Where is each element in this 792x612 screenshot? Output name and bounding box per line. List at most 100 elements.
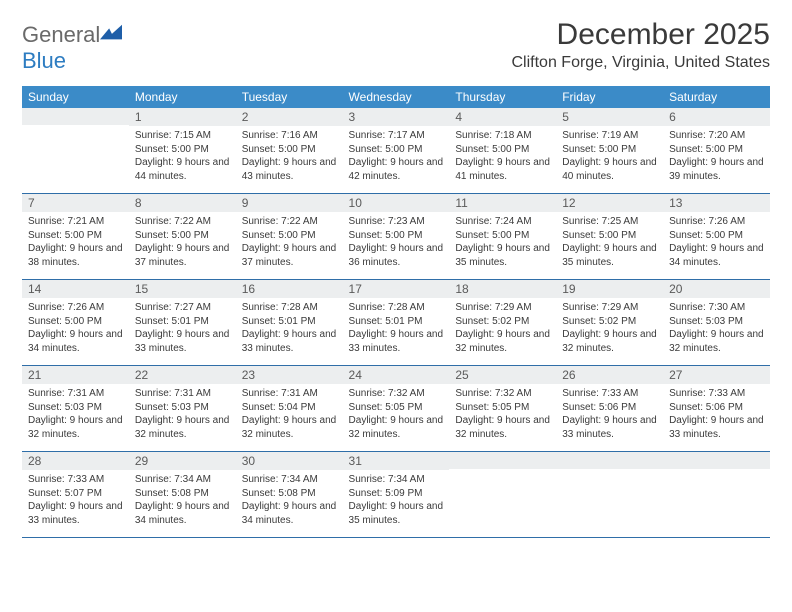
sunrise-line: Sunrise: 7:19 AM [562, 130, 638, 141]
day-number: 24 [343, 366, 450, 384]
day-body: Sunrise: 7:31 AMSunset: 5:03 PMDaylight:… [22, 384, 129, 451]
sunset-line: Sunset: 5:09 PM [349, 488, 423, 499]
sunrise-line: Sunrise: 7:22 AM [135, 216, 211, 227]
calendar-cell: 5Sunrise: 7:19 AMSunset: 5:00 PMDaylight… [556, 108, 663, 194]
day-number: 26 [556, 366, 663, 384]
calendar-cell [449, 452, 556, 538]
day-body: Sunrise: 7:32 AM Sunset: 5:05 PM Daylight:… [449, 384, 556, 451]
sunset-line: Sunset: 5:03 PM [28, 402, 102, 413]
day-body: Sunrise: 7:26 AMSunset: 5:00 PMDaylight:… [663, 212, 770, 279]
calendar-cell: 24Sunrise: 7:32 AMSunset: 5:05 PMDayligh… [343, 366, 450, 452]
weekday-header: Saturday [663, 86, 770, 108]
calendar-head: SundayMondayTuesdayWednesdayThursdayFrid… [22, 86, 770, 108]
day-body: Sunrise: 7:27 AMSunset: 5:01 PMDaylight:… [129, 298, 236, 365]
sunset-line: Sunset: 5:00 PM [135, 144, 209, 155]
sunrise-line: Sunrise: 7:34 AM [135, 474, 211, 485]
sunset-line: Sunset: 5:00 PM [562, 144, 636, 155]
day-number: 12 [556, 194, 663, 212]
day-body: Sunrise: 7:33 AMSunset: 5:06 PMDaylight:… [663, 384, 770, 451]
sunrise-line: Sunrise: 7:34 AM [349, 474, 425, 485]
calendar-cell: 19Sunrise: 7:29 AMSunset: 5:02 PMDayligh… [556, 280, 663, 366]
header: General Blue December 2025 Clifton Forge… [22, 18, 770, 74]
daylight-line: Daylight: 9 hours and 32 minutes. [349, 415, 444, 440]
daylight-line: Daylight: 9 hours and 33 minutes. [242, 329, 337, 354]
day-body: Sunrise: 7:34 AMSunset: 5:08 PMDaylight:… [236, 470, 343, 537]
daylight-line: Daylight: 9 hours and 43 minutes. [242, 157, 337, 182]
day-body: Sunrise: 7:29 AMSunset: 5:02 PMDaylight:… [556, 298, 663, 365]
day-number: 7 [22, 194, 129, 212]
sunrise-line: Sunrise: 7:15 AM [135, 130, 211, 141]
day-number: 15 [129, 280, 236, 298]
day-number: 29 [129, 452, 236, 470]
sunset-line: Sunset: 5:00 PM [669, 144, 743, 155]
calendar-cell: 7Sunrise: 7:21 AMSunset: 5:00 PMDaylight… [22, 194, 129, 280]
sunset-line: Sunset: 5:00 PM [455, 144, 529, 155]
sunrise-line: Sunrise: 7:31 AM [242, 388, 318, 399]
day-body: Sunrise: 7:22 AMSunset: 5:00 PMDaylight:… [129, 212, 236, 279]
sunrise-line: Sunrise: 7:26 AM [669, 216, 745, 227]
day-body: Sunrise: 7:30 AMSunset: 5:03 PMDaylight:… [663, 298, 770, 365]
daylight-line: Daylight: 9 hours and 32 minutes. [135, 415, 230, 440]
calendar-cell: 11Sunrise: 7:24 AMSunset: 5:00 PMDayligh… [449, 194, 556, 280]
sunrise-line: Sunrise: 7:30 AM [669, 302, 745, 313]
sunrise-line: Sunrise: 7:32 AM [349, 388, 425, 399]
sunrise-line: Sunrise: 7:18 AM [455, 130, 531, 141]
day-body: Sunrise: 7:24 AMSunset: 5:00 PMDaylight:… [449, 212, 556, 279]
day-body: Sunrise: 7:15 AMSunset: 5:00 PMDaylight:… [129, 126, 236, 193]
sunset-line: Sunset: 5:00 PM [349, 144, 423, 155]
weekday-header: Monday [129, 86, 236, 108]
day-number: 13 [663, 194, 770, 212]
calendar-cell: 17Sunrise: 7:28 AMSunset: 5:01 PMDayligh… [343, 280, 450, 366]
day-number: 31 [343, 452, 450, 470]
day-body [22, 125, 129, 187]
sunrise-line: Sunrise: 7:25 AM [562, 216, 638, 227]
daylight-line: Daylight: 9 hours and 33 minutes. [349, 329, 444, 354]
calendar-row: 1Sunrise: 7:15 AMSunset: 5:00 PMDaylight… [22, 108, 770, 194]
calendar-cell: 23Sunrise: 7:31 AMSunset: 5:04 PMDayligh… [236, 366, 343, 452]
sunset-line: Sunset: 5:06 PM [562, 402, 636, 413]
logo-mark-icon [100, 24, 122, 42]
day-number: 5 [556, 108, 663, 126]
sunrise-line: Sunrise: 7:24 AM [455, 216, 531, 227]
day-body: Sunrise: 7:28 AMSunset: 5:01 PMDaylight:… [236, 298, 343, 365]
logo: General Blue [22, 18, 122, 74]
daylight-line: Daylight: 9 hours and 32 minutes. [28, 415, 123, 440]
calendar-cell [663, 452, 770, 538]
calendar-cell: 26Sunrise: 7:33 AMSunset: 5:06 PMDayligh… [556, 366, 663, 452]
daylight-line: Daylight: 9 hours and 32 minutes. [669, 329, 764, 354]
sunset-line: Sunset: 5:03 PM [135, 402, 209, 413]
day-number: 9 [236, 194, 343, 212]
calendar-cell: 15Sunrise: 7:27 AMSunset: 5:01 PMDayligh… [129, 280, 236, 366]
day-number: 14 [22, 280, 129, 298]
calendar-cell: 12Sunrise: 7:25 AMSunset: 5:00 PMDayligh… [556, 194, 663, 280]
day-number [449, 452, 556, 469]
sunrise-line: Sunrise: 7:33 AM [562, 388, 638, 399]
daylight-line: Daylight: 9 hours and 35 minutes. [562, 243, 657, 268]
calendar-cell [556, 452, 663, 538]
sunset-line: Sunset: 5:05 PM [455, 402, 529, 413]
day-body: Sunrise: 7:33 AMSunset: 5:06 PMDaylight:… [556, 384, 663, 451]
daylight-line: Daylight: 9 hours and 37 minutes. [242, 243, 337, 268]
day-body: Sunrise: 7:21 AMSunset: 5:00 PMDaylight:… [22, 212, 129, 279]
sunrise-line: Sunrise: 7:23 AM [349, 216, 425, 227]
sunrise-line: Sunrise: 7:27 AM [135, 302, 211, 313]
day-number: 2 [236, 108, 343, 126]
weekday-header: Tuesday [236, 86, 343, 108]
day-number: 19 [556, 280, 663, 298]
daylight-line: Daylight: 9 hours and 41 minutes. [455, 157, 550, 182]
calendar-cell: 20Sunrise: 7:30 AMSunset: 5:03 PMDayligh… [663, 280, 770, 366]
day-number [663, 452, 770, 469]
sunrise-line: Sunrise: 7:29 AM [455, 302, 531, 313]
day-body: Sunrise: 7:16 AMSunset: 5:00 PMDaylight:… [236, 126, 343, 193]
sunset-line: Sunset: 5:02 PM [455, 316, 529, 327]
sunset-line: Sunset: 5:00 PM [28, 230, 102, 241]
daylight-line: Daylight: 9 hours and 32 minutes. [455, 415, 550, 440]
calendar-cell: 27Sunrise: 7:33 AMSunset: 5:06 PMDayligh… [663, 366, 770, 452]
sunrise-line: Sunrise: 7:32 AM [455, 388, 531, 399]
sunrise-line: Sunrise: 7:33 AM [669, 388, 745, 399]
calendar-cell: 18Sunrise: 7:29 AMSunset: 5:02 PMDayligh… [449, 280, 556, 366]
page-title: December 2025 [512, 18, 771, 52]
sunset-line: Sunset: 5:01 PM [135, 316, 209, 327]
calendar-cell: 14Sunrise: 7:26 AMSunset: 5:00 PMDayligh… [22, 280, 129, 366]
sunset-line: Sunset: 5:07 PM [28, 488, 102, 499]
